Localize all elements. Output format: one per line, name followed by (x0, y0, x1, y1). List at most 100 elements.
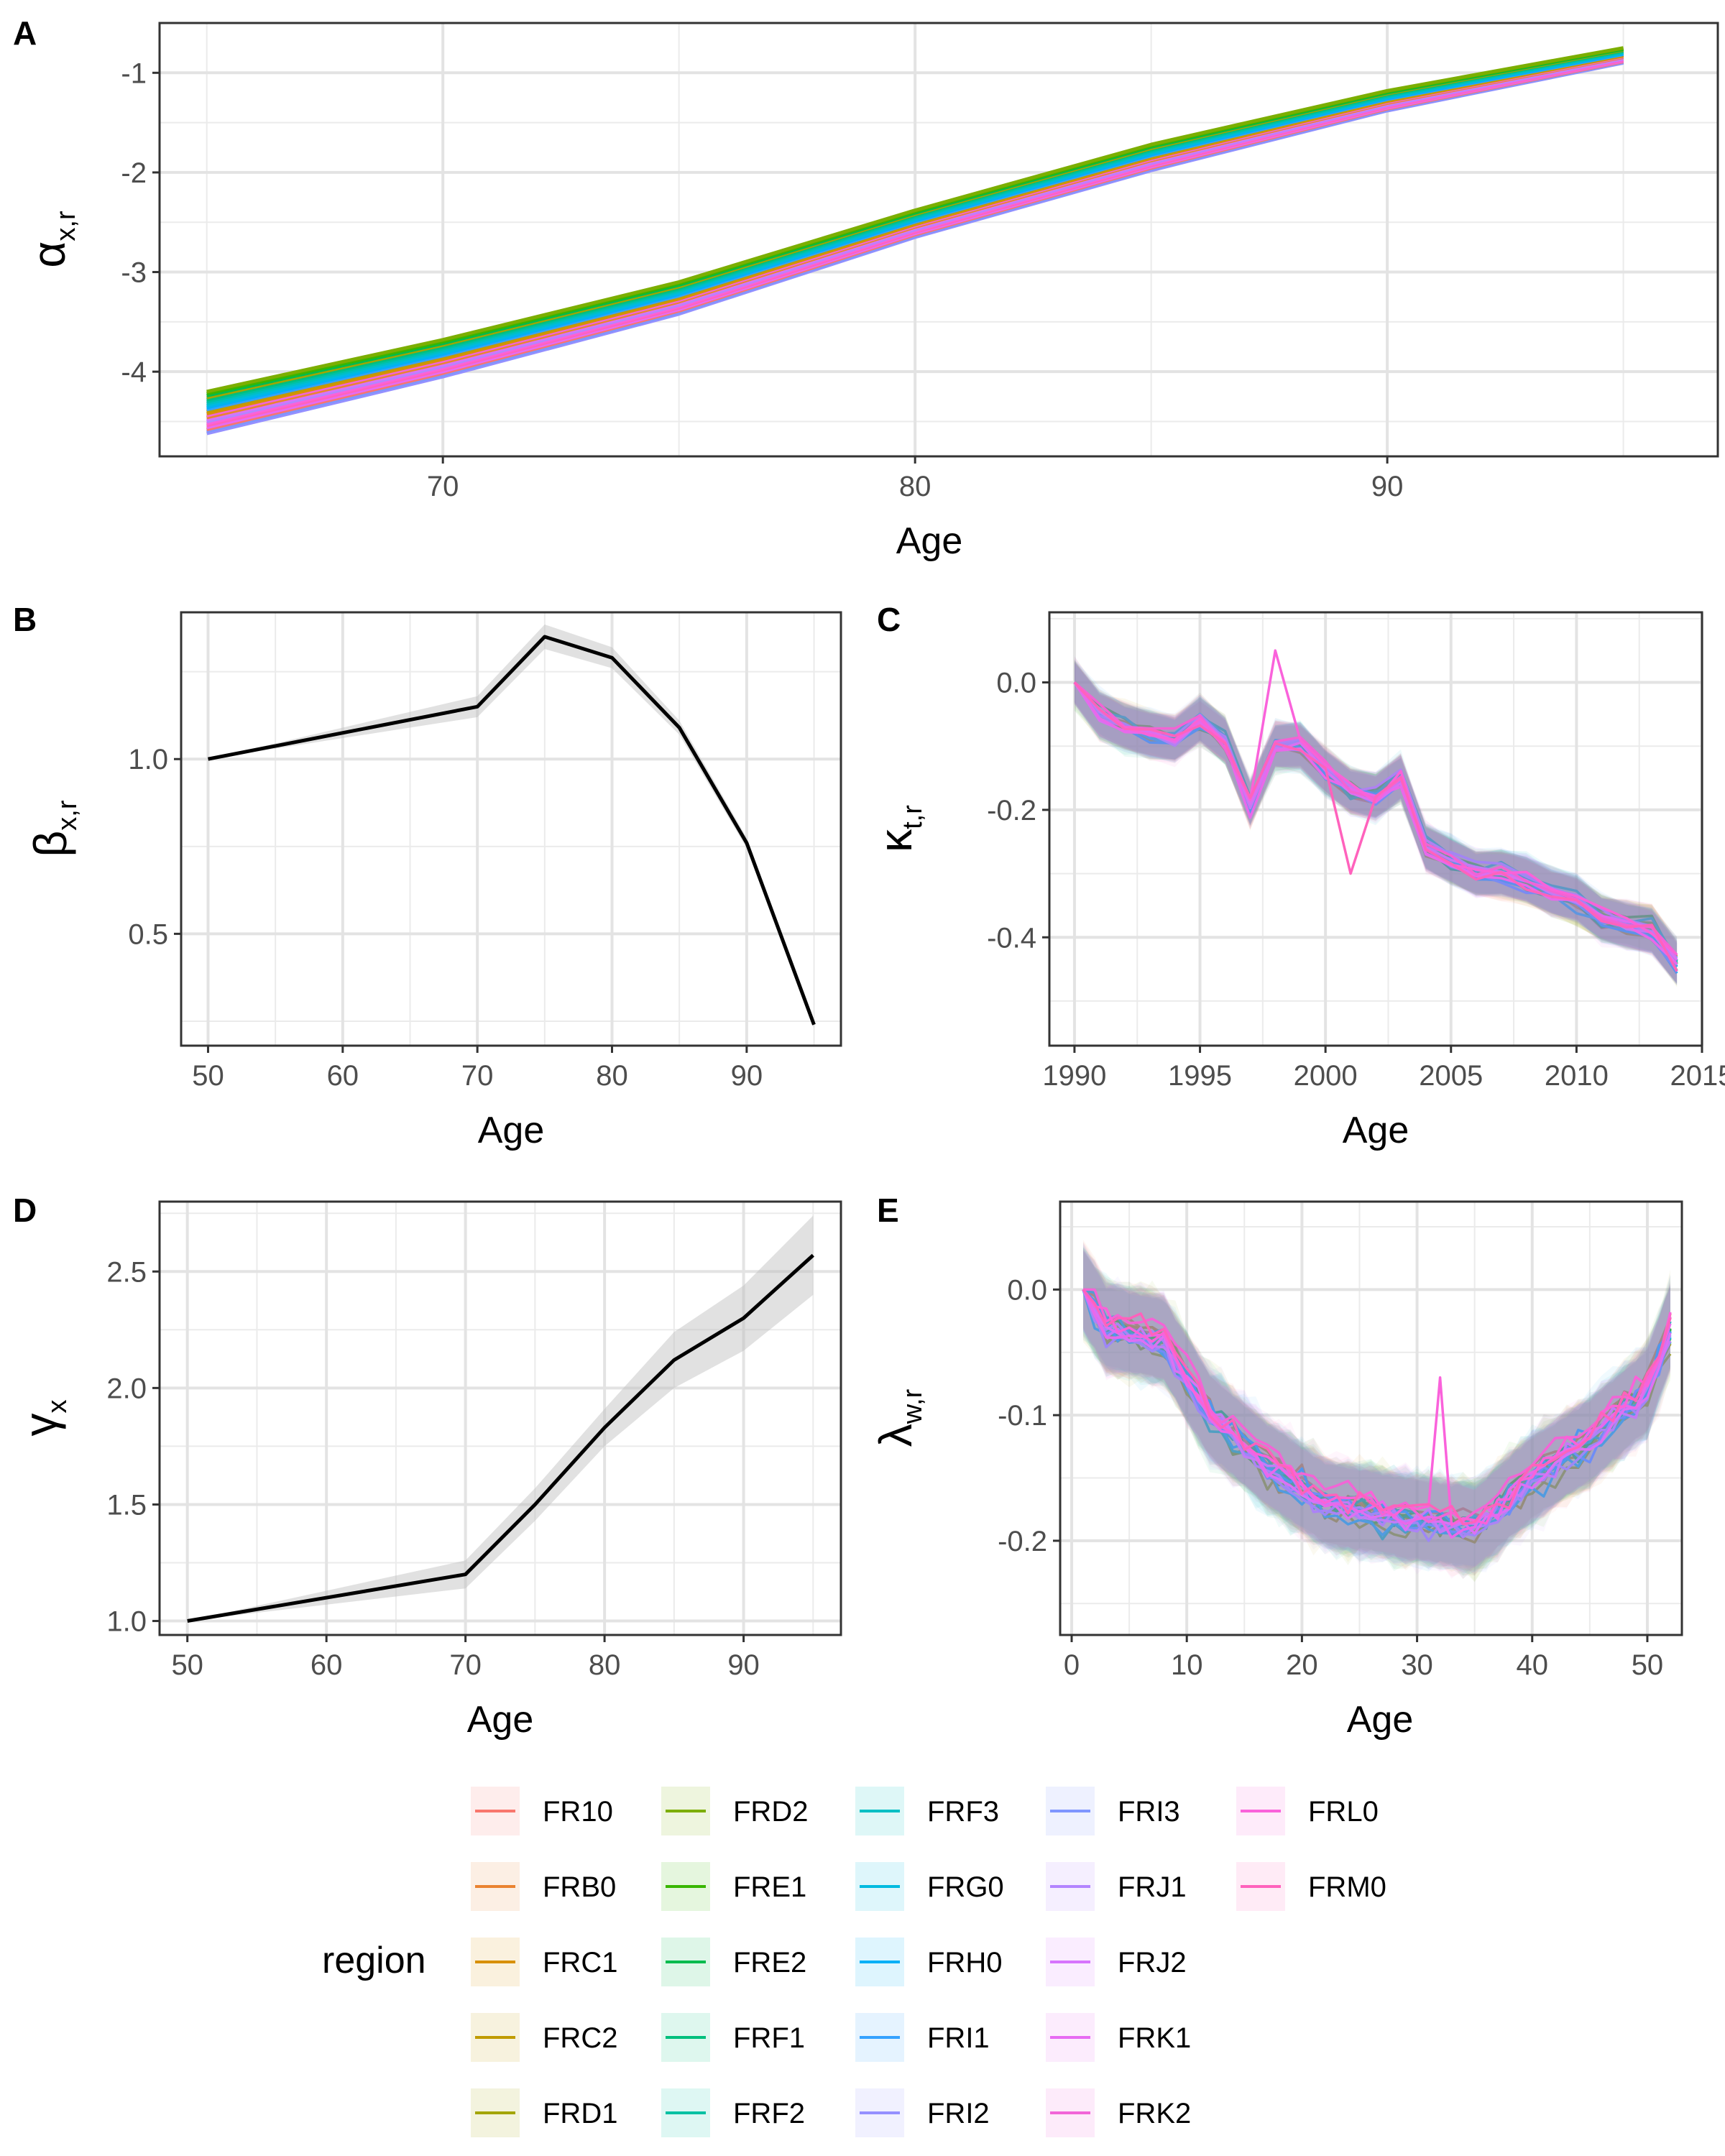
region-band-FRK2 (1083, 1241, 1670, 1579)
legend-label-FRD1: FRD1 (543, 2098, 617, 2129)
panel-d: D 50 60 70 80 90 1.0 1.5 2.0 2.5 Age γx (13, 1192, 842, 1741)
panel-e-xtick-label: 40 (1517, 1649, 1549, 1681)
legend-label-FRG0: FRG0 (927, 1871, 1004, 1903)
legend-item-FRL0: FRL0 (1236, 1787, 1379, 1835)
panel-b-ribbon (208, 625, 814, 1028)
panel-c-ylabel: κt,r (870, 805, 928, 852)
panel-a-ytick-label: -4 (121, 356, 147, 388)
panel-c-xtick-label: 2010 (1545, 1060, 1609, 1092)
legend-label-FRI1: FRI1 (927, 2022, 990, 2054)
region-line-FRI2 (1073, 681, 1678, 962)
panel-a-tag: A (13, 14, 37, 52)
panel-a-ticks: 70 80 90 -1 -2 -3 -4 (121, 57, 1403, 502)
region-band-FRM0 (1074, 658, 1678, 985)
panel-a-frame (158, 22, 1719, 458)
legend-item-FRH0: FRH0 (855, 1938, 1002, 1986)
panel-e-xtick-label: 30 (1401, 1649, 1433, 1681)
panel-d-line (187, 1253, 814, 1623)
legend-label-FRH0: FRH0 (927, 1947, 1002, 1978)
legend-label-FRF2: FRF2 (733, 2098, 805, 2129)
panel-e-xtick-label: 0 (1064, 1649, 1080, 1681)
panel-a-xtick-label: 70 (427, 471, 459, 502)
region-line-FRL0 (1082, 1289, 1672, 1526)
panel-e-tag: E (877, 1192, 899, 1229)
panel-e-grid (1060, 1202, 1682, 1635)
panel-b-tag: B (13, 601, 37, 638)
legend-items: FR10 FRB0 FRC1 FRC2 FRD1 FRD2 FRE1 FRE2 FRF1 FRF2… (471, 1787, 1386, 2137)
legend-label-FRI2: FRI2 (927, 2098, 990, 2129)
legend-item-FRF3: FRF3 (855, 1787, 999, 1835)
panel-a-marks (206, 46, 1624, 436)
panel-c-ylabel-symbol: κ (870, 829, 921, 852)
legend-label-FRJ2: FRJ2 (1118, 1947, 1187, 1978)
legend-item-FRI2: FRI2 (855, 2088, 990, 2137)
legend-item-FRE1: FRE1 (661, 1862, 806, 1911)
legend-item-FRG0: FRG0 (855, 1862, 1004, 1911)
panel-c-background (1049, 612, 1702, 1046)
legend-item-FRE2: FRE2 (661, 1938, 806, 1986)
panel-a-xtick-label: 80 (899, 471, 932, 502)
panel-d-ytick-label: 2.0 (106, 1373, 147, 1404)
legend-label-FRD2: FRD2 (733, 1796, 808, 1828)
panel-b-xtick-label: 50 (192, 1060, 224, 1092)
legend-item-FRI1: FRI1 (855, 2013, 990, 2062)
panel-e-frame (1059, 1200, 1683, 1636)
region-line-FRM0 (1082, 1289, 1672, 1526)
panel-d-xtick-label: 70 (449, 1649, 482, 1681)
panel-c: C 1990 1995 2000 2005 2010 2015 0.0 -0.2 -0.4 Ag… (870, 601, 1725, 1151)
panel-c-tag: C (877, 601, 901, 638)
panel-a: A 70 80 90 -1 -2 -3 -4 Age αx,r (13, 14, 1719, 562)
region-band-FRL0 (1083, 1250, 1670, 1572)
legend-label-FRK2: FRK2 (1118, 2098, 1191, 2129)
panel-b-marks (208, 625, 816, 1028)
panel-e: E 0 10 20 30 40 50 0.0 -0.1 -0.2 Age λw,r (870, 1192, 1683, 1741)
panel-d-frame (158, 1200, 842, 1636)
panel-b-xlabel: Age (478, 1110, 545, 1151)
panel-e-ticks: 0 10 20 30 40 50 0.0 -0.1 -0.2 (998, 1274, 1663, 1681)
panel-c-xtick-label: 1995 (1168, 1060, 1232, 1092)
panel-c-xtick-label: 2005 (1419, 1060, 1483, 1092)
panel-d-ytick-label: 1.0 (106, 1606, 147, 1638)
panel-d-ytick-label: 1.5 (106, 1489, 147, 1521)
region-line-FRL0 (1073, 649, 1678, 956)
legend-label-FRJ1: FRJ1 (1118, 1871, 1187, 1903)
legend-label-FRL0: FRL0 (1308, 1796, 1379, 1828)
panel-b-xtick-label: 60 (327, 1060, 359, 1092)
panel-c-xtick-label: 1990 (1042, 1060, 1106, 1092)
panel-b-frame (180, 611, 842, 1047)
panel-d-grid (160, 1202, 841, 1635)
panel-b-background (181, 612, 841, 1046)
panel-a-xtick-label: 90 (1371, 471, 1404, 502)
legend-label-FRM0: FRM0 (1308, 1871, 1386, 1903)
legend-label-FRC2: FRC2 (543, 2022, 617, 2054)
legend-label-FRK1: FRK1 (1118, 2022, 1191, 2054)
panel-d-marks (187, 1215, 814, 1623)
legend-item-FRD2: FRD2 (661, 1787, 808, 1835)
legend-label-FRF1: FRF1 (733, 2022, 805, 2054)
panel-c-xtick-label: 2015 (1670, 1060, 1725, 1092)
legend-label-FRI3: FRI3 (1118, 1796, 1180, 1828)
panel-d-ylabel: γx (14, 1400, 73, 1437)
legend-label-FRE1: FRE1 (733, 1871, 806, 1903)
panel-a-xlabel: Age (896, 520, 963, 562)
legend-item-FRB0: FRB0 (471, 1862, 616, 1911)
legend-title: region (322, 1940, 426, 1981)
legend-label-FRF3: FRF3 (927, 1796, 999, 1828)
region-band-FRJ1 (1083, 1248, 1670, 1576)
panel-b-ytick-label: 0.5 (128, 918, 168, 950)
panel-b-ylabel: βx,r (24, 800, 83, 857)
panel-b-ylabel-symbol: β (24, 831, 76, 857)
legend-item-FRK1: FRK1 (1046, 2013, 1191, 2062)
panel-a-ytick-label: -3 (121, 257, 147, 289)
panel-a-ytick-label: -2 (121, 157, 147, 189)
panel-c-grid (1049, 612, 1703, 1046)
region-band-FRJ2 (1074, 656, 1678, 982)
panel-e-xtick-label: 50 (1632, 1649, 1664, 1681)
region-band-FRJ2 (1083, 1250, 1670, 1575)
region-band-FRM0 (1083, 1250, 1670, 1569)
panel-e-ylabel-symbol: λ (870, 1424, 921, 1447)
region-band-FRK1 (1083, 1243, 1670, 1580)
panel-e-ylabel-sub: w,r (898, 1388, 928, 1424)
legend-item-FRJ2: FRJ2 (1046, 1938, 1187, 1986)
panel-c-ytick-label: -0.4 (987, 922, 1036, 954)
